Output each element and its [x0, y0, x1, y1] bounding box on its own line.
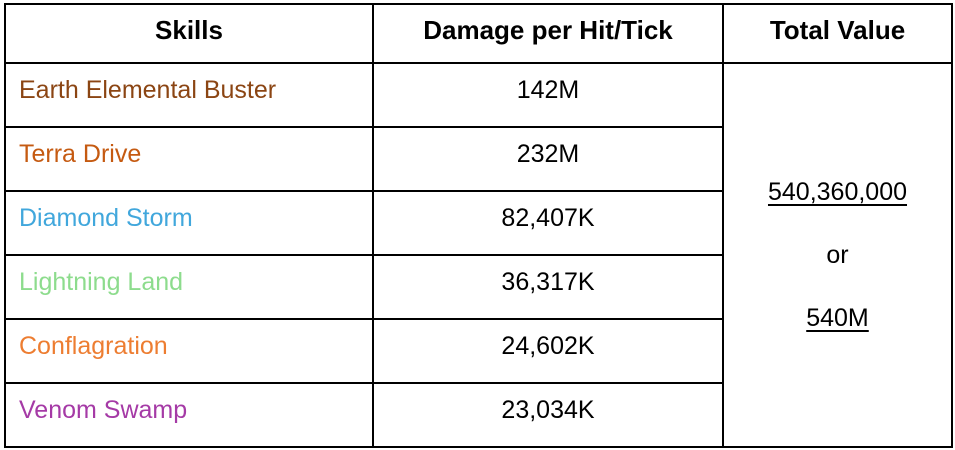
total-value-cell: 540,360,000 or 540M: [722, 62, 953, 448]
damage-value: 36,317K: [372, 254, 724, 320]
table-row: Lightning Land 36,317K: [4, 254, 952, 320]
skill-name: Diamond Storm: [4, 190, 374, 256]
damage-value: 24,602K: [372, 318, 724, 384]
table-row: Terra Drive 232M: [4, 126, 952, 192]
table-row: Diamond Storm 82,407K: [4, 190, 952, 256]
column-header-total-value: Total Value: [722, 3, 953, 64]
table: Skills Damage per Hit/Tick Total Value E…: [4, 3, 953, 448]
damage-value: 142M: [372, 62, 724, 128]
skill-name: Venom Swamp: [4, 382, 374, 448]
damage-value: 82,407K: [372, 190, 724, 256]
skill-name: Lightning Land: [4, 254, 374, 320]
damage-value: 232M: [372, 126, 724, 192]
total-value-rounded: 540M: [806, 304, 869, 332]
total-value-connector: or: [826, 241, 849, 269]
table-row: Earth Elemental Buster 142M 540,360,000 …: [4, 62, 953, 448]
skill-name: Earth Elemental Buster: [4, 62, 374, 128]
table-row: Venom Swamp 23,034K: [4, 382, 952, 448]
table-row: Conflagration 24,602K: [4, 318, 952, 384]
skill-name: Terra Drive: [4, 126, 374, 192]
damage-value: 23,034K: [372, 382, 724, 448]
column-header-skills: Skills: [4, 3, 374, 64]
header-row: Skills Damage per Hit/Tick Total Value: [4, 3, 953, 64]
total-value-exact: 540,360,000: [767, 178, 908, 206]
column-header-damage-per-hit-tick: Damage per Hit/Tick: [372, 3, 724, 64]
skill-name: Conflagration: [4, 318, 374, 384]
